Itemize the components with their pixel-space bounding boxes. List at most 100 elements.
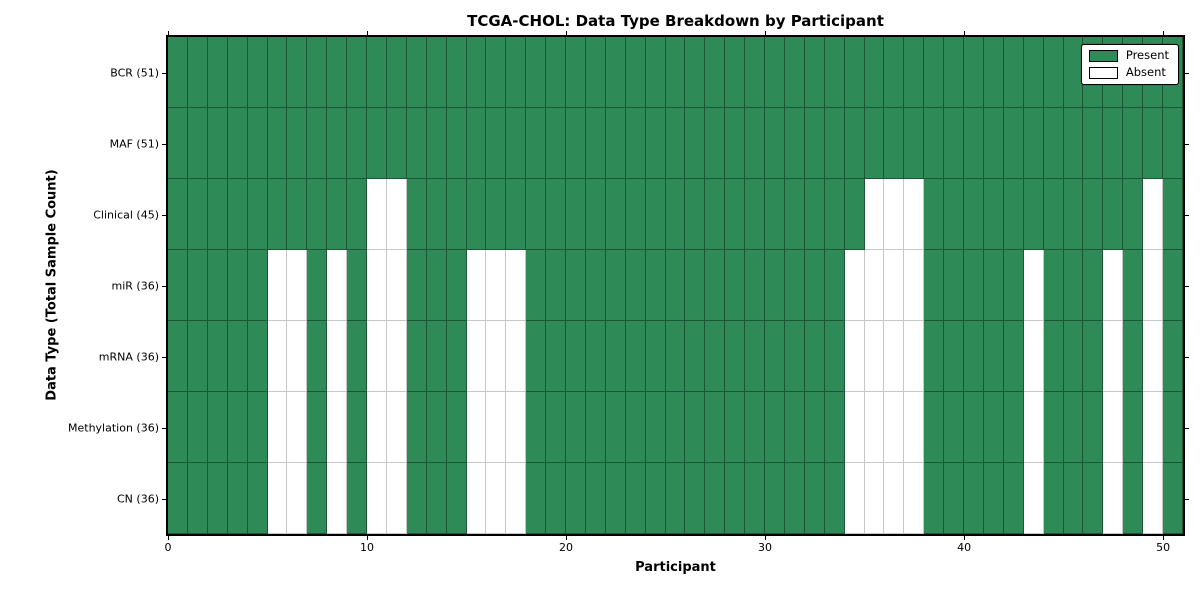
x-tick-label-20: 20 (559, 541, 574, 554)
cell-mRNA-p3 (227, 321, 248, 392)
cell-Methylation-p47 (1103, 392, 1124, 463)
cell-Clinical-p39 (944, 179, 965, 250)
cell-miR-p4 (247, 250, 268, 321)
cell-Clinical-p14 (446, 179, 467, 250)
cell-BCR-p4 (247, 37, 268, 108)
cell-miR-p39 (944, 250, 965, 321)
cell-Methylation-p2 (207, 392, 228, 463)
cell-miR-p32 (804, 250, 825, 321)
cell-miR-p16 (486, 250, 507, 321)
cell-miR-p8 (327, 250, 348, 321)
cell-miR-p21 (585, 250, 606, 321)
cell-BCR-p24 (645, 37, 666, 108)
cell-BCR-p1 (187, 37, 208, 108)
cell-mRNA-p30 (765, 321, 785, 392)
cell-CN-p32 (804, 463, 825, 534)
cell-BCR-p36 (884, 37, 905, 108)
cell-Clinical-p2 (207, 179, 228, 250)
y-tick-mark-Clinical (1185, 214, 1189, 216)
cell-Clinical-p41 (983, 179, 1004, 250)
cell-mRNA-p28 (725, 321, 746, 392)
cell-Clinical-p5 (267, 179, 288, 250)
cell-miR-p14 (446, 250, 467, 321)
cell-miR-p24 (645, 250, 666, 321)
cell-Methylation-p27 (705, 392, 726, 463)
cell-MAF-p16 (486, 108, 507, 179)
cell-mRNA-p43 (1023, 321, 1044, 392)
cell-Clinical-p31 (784, 179, 805, 250)
cell-CN-p36 (884, 463, 905, 534)
cell-mRNA-p36 (884, 321, 905, 392)
cell-Methylation-p17 (506, 392, 527, 463)
cell-BCR-p32 (804, 37, 825, 108)
cell-Methylation-p46 (1083, 392, 1104, 463)
legend-present-label: Present (1125, 48, 1169, 63)
cell-BCR-p37 (904, 37, 925, 108)
cell-mRNA-p13 (426, 321, 447, 392)
cell-Methylation-p30 (765, 392, 785, 463)
cell-miR-p37 (904, 250, 925, 321)
cell-MAF-p27 (705, 108, 726, 179)
cell-mRNA-p25 (665, 321, 686, 392)
cell-miR-p46 (1083, 250, 1104, 321)
y-tick-mark-BCR (1185, 72, 1189, 74)
cell-BCR-p17 (506, 37, 527, 108)
legend: Present Absent (1080, 44, 1179, 85)
cell-MAF-p44 (1043, 108, 1064, 179)
cell-MAF-p47 (1103, 108, 1124, 179)
cell-BCR-p19 (546, 37, 567, 108)
cell-CN-p9 (347, 463, 368, 534)
cell-miR-p49 (1143, 250, 1164, 321)
cell-Methylation-p28 (725, 392, 746, 463)
cell-Methylation-p36 (884, 392, 905, 463)
cell-MAF-p43 (1023, 108, 1044, 179)
cell-CN-p11 (386, 463, 407, 534)
cell-mRNA-p49 (1143, 321, 1164, 392)
cell-BCR-p30 (765, 37, 785, 108)
cell-CN-p8 (327, 463, 348, 534)
cell-BCR-p9 (347, 37, 368, 108)
cell-mRNA-p32 (804, 321, 825, 392)
cell-Clinical-p40 (964, 179, 984, 250)
cell-Clinical-p33 (824, 179, 845, 250)
cell-miR-p27 (705, 250, 726, 321)
cell-CN-p14 (446, 463, 467, 534)
x-tick-label-40: 40 (957, 541, 972, 554)
cell-miR-p0 (168, 250, 188, 321)
y-tick-mark-Methylation (162, 427, 166, 429)
cell-MAF-p0 (168, 108, 188, 179)
cell-CN-p7 (307, 463, 328, 534)
x-tick-mark-30 (765, 31, 767, 35)
cell-Methylation-p19 (546, 392, 567, 463)
cell-CN-p37 (904, 463, 925, 534)
cell-Methylation-p18 (526, 392, 547, 463)
cell-BCR-p6 (287, 37, 308, 108)
cell-BCR-p12 (406, 37, 427, 108)
cell-BCR-p8 (327, 37, 348, 108)
cell-miR-p30 (765, 250, 785, 321)
cell-MAF-p10 (367, 108, 387, 179)
cell-miR-p19 (546, 250, 567, 321)
cell-MAF-p39 (944, 108, 965, 179)
cell-MAF-p6 (287, 108, 308, 179)
cell-miR-p6 (287, 250, 308, 321)
cell-BCR-p3 (227, 37, 248, 108)
cell-Methylation-p35 (864, 392, 885, 463)
cell-MAF-p34 (844, 108, 865, 179)
cell-Methylation-p32 (804, 392, 825, 463)
cell-CN-p39 (944, 463, 965, 534)
cell-miR-p35 (864, 250, 885, 321)
cell-Methylation-p39 (944, 392, 965, 463)
cell-Methylation-p4 (247, 392, 268, 463)
cell-Methylation-p34 (844, 392, 865, 463)
cell-MAF-p30 (765, 108, 785, 179)
cell-miR-p15 (466, 250, 487, 321)
cell-BCR-p5 (267, 37, 288, 108)
cell-mRNA-p10 (367, 321, 387, 392)
cell-CN-p41 (983, 463, 1004, 534)
cell-BCR-p41 (983, 37, 1004, 108)
x-tick-mark-0 (168, 31, 169, 35)
cell-miR-p40 (964, 250, 984, 321)
cell-Methylation-p8 (327, 392, 348, 463)
cell-Methylation-p5 (267, 392, 288, 463)
